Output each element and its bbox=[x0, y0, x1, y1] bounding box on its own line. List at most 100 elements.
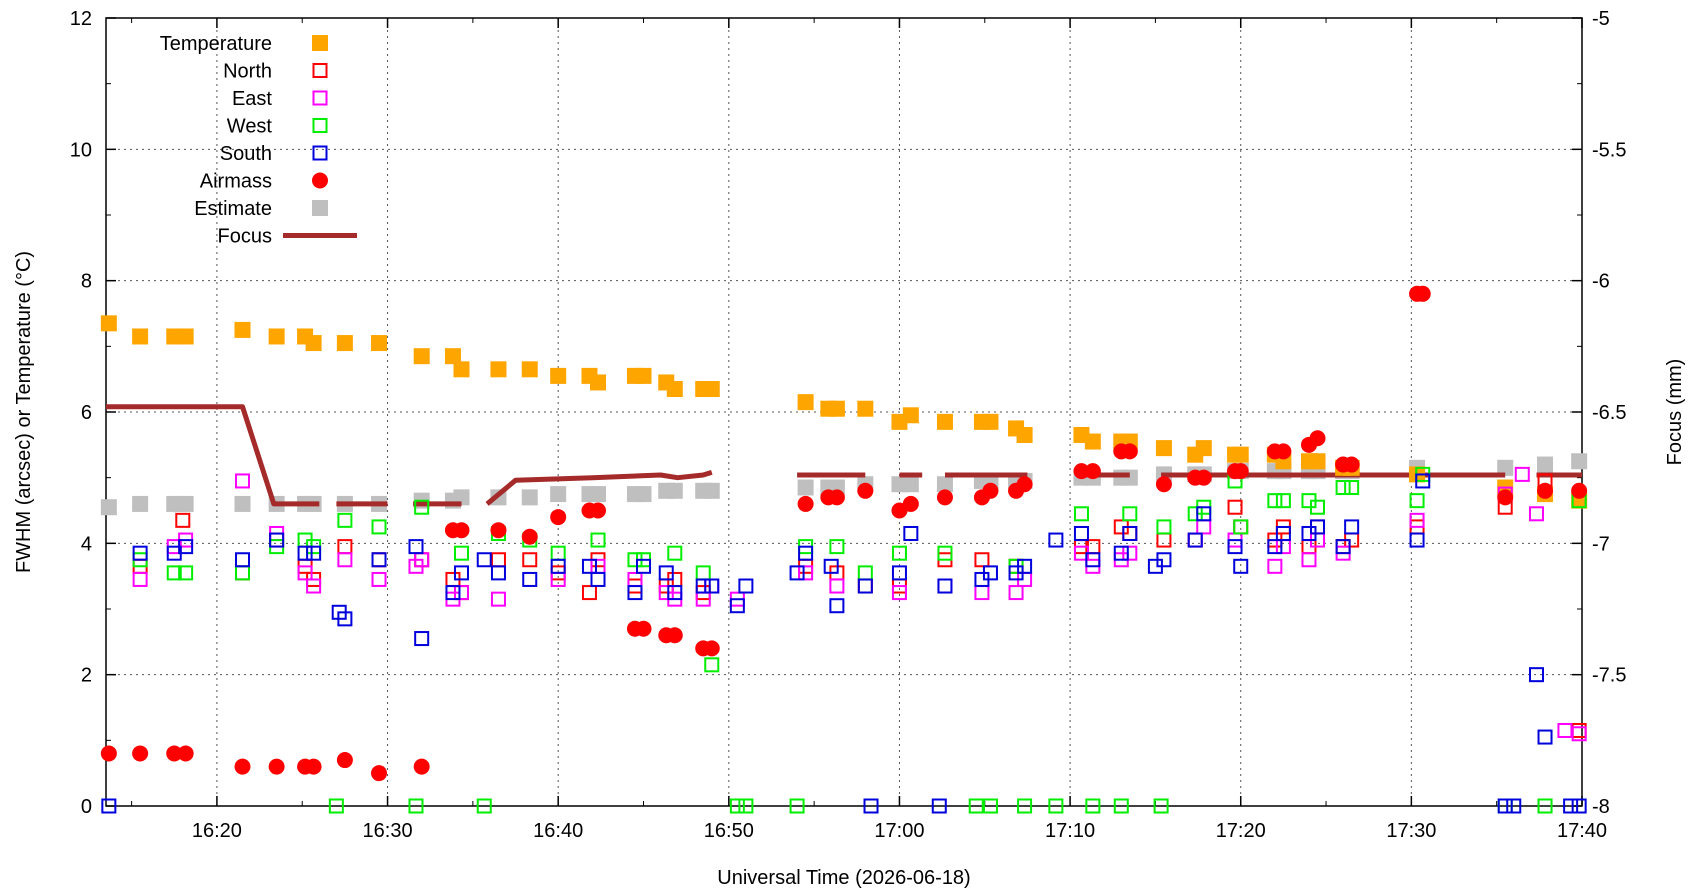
south-point bbox=[297, 545, 313, 561]
legend-swatch-south bbox=[312, 145, 328, 161]
west-point bbox=[1048, 798, 1064, 814]
estimate-point bbox=[453, 489, 470, 506]
x-tick-label: 16:30 bbox=[363, 820, 413, 842]
temperature-point bbox=[1232, 446, 1249, 463]
airmass-point bbox=[371, 765, 388, 782]
legend-label-temperature: Temperature bbox=[160, 33, 272, 55]
west-point bbox=[1073, 506, 1089, 522]
north-point bbox=[581, 585, 597, 601]
south-point bbox=[1335, 539, 1351, 555]
east-point bbox=[1267, 558, 1283, 574]
airmass-point bbox=[1571, 482, 1588, 499]
estimate-point bbox=[666, 482, 683, 499]
west-point bbox=[891, 545, 907, 561]
airmass-point bbox=[1497, 489, 1514, 506]
south-point bbox=[903, 525, 919, 541]
legend-swatch-temperature bbox=[312, 35, 328, 51]
y-tick-label: 8 bbox=[81, 271, 92, 293]
estimate-point bbox=[550, 486, 567, 503]
legend-label-north: North bbox=[223, 61, 272, 83]
east-point bbox=[798, 565, 814, 581]
airmass-point bbox=[857, 482, 874, 499]
temperature-point bbox=[857, 400, 874, 417]
south-point bbox=[857, 578, 873, 594]
temperature-point bbox=[635, 367, 652, 384]
west-point bbox=[1017, 798, 1033, 814]
west-point bbox=[789, 798, 805, 814]
south-point bbox=[1048, 532, 1064, 548]
temperature-point bbox=[336, 335, 353, 352]
x-tick-label: 17:10 bbox=[1045, 820, 1095, 842]
estimate-point bbox=[1571, 453, 1588, 470]
west-point bbox=[729, 798, 745, 814]
south-point bbox=[1233, 558, 1249, 574]
x-tick-label: 17:40 bbox=[1557, 820, 1607, 842]
temperature-point bbox=[1155, 440, 1172, 457]
north-point bbox=[1227, 499, 1243, 515]
estimate-point bbox=[703, 482, 720, 499]
airmass-point bbox=[590, 502, 606, 519]
temperature-point bbox=[371, 335, 388, 352]
east-point bbox=[1557, 722, 1573, 738]
south-point bbox=[1113, 545, 1129, 561]
y-tick-label: 6 bbox=[81, 402, 92, 424]
temperature-point bbox=[413, 348, 430, 365]
y2-tick-label: -7.5 bbox=[1592, 665, 1626, 687]
south-point bbox=[1571, 798, 1587, 814]
west-point bbox=[1335, 480, 1351, 496]
series-airmass bbox=[100, 285, 1588, 782]
y-tick-label: 12 bbox=[70, 8, 92, 30]
airmass-point bbox=[1016, 476, 1033, 493]
south-point bbox=[1563, 798, 1579, 814]
south-point bbox=[1537, 729, 1553, 745]
airmass-point bbox=[902, 495, 919, 512]
x-tick-label: 17:30 bbox=[1386, 820, 1436, 842]
south-point bbox=[667, 585, 683, 601]
y2-tick-label: -6.5 bbox=[1592, 402, 1626, 424]
temperature-point bbox=[828, 400, 845, 417]
north-point bbox=[371, 552, 387, 568]
south-point bbox=[414, 631, 430, 647]
legend-swatch-west bbox=[312, 118, 328, 133]
west-point bbox=[1344, 480, 1360, 496]
estimate-point bbox=[1497, 459, 1514, 476]
temperature-point bbox=[1195, 440, 1212, 457]
temperature-point bbox=[177, 328, 194, 345]
airmass-point bbox=[1084, 463, 1101, 480]
y2-tick-label: -5.5 bbox=[1592, 139, 1626, 161]
focus-line-segment bbox=[485, 470, 713, 506]
east-point bbox=[453, 585, 469, 601]
x-tick-label: 17:20 bbox=[1216, 820, 1266, 842]
airmass-point bbox=[1343, 456, 1360, 473]
y2-tick-label: -6 bbox=[1592, 271, 1610, 293]
temperature-point bbox=[902, 407, 919, 424]
airmass-point bbox=[1121, 443, 1138, 460]
west-point bbox=[166, 565, 182, 581]
x-tick-label: 16:40 bbox=[533, 820, 583, 842]
series-estimate bbox=[100, 453, 1588, 516]
west-point bbox=[453, 545, 469, 561]
west-point bbox=[1409, 493, 1425, 509]
airmass-point bbox=[666, 627, 683, 644]
north-point bbox=[857, 578, 873, 594]
temperature-point bbox=[550, 367, 567, 384]
north-point bbox=[974, 552, 990, 568]
series-layer bbox=[100, 285, 1588, 814]
temperature-point bbox=[234, 321, 251, 338]
south-point bbox=[590, 571, 606, 587]
west-point bbox=[937, 545, 953, 561]
south-point bbox=[829, 598, 845, 614]
west-point bbox=[328, 798, 344, 814]
estimate-point bbox=[1537, 456, 1554, 473]
south-point bbox=[235, 552, 251, 568]
south-point bbox=[729, 598, 745, 614]
west-point bbox=[1156, 519, 1172, 535]
temperature-point bbox=[797, 394, 814, 411]
south-point bbox=[937, 578, 953, 594]
west-point bbox=[590, 532, 606, 548]
south-point bbox=[695, 578, 711, 594]
south-point bbox=[1344, 519, 1360, 535]
x-tick-label: 16:20 bbox=[192, 820, 242, 842]
east-point bbox=[1008, 585, 1024, 601]
estimate-point bbox=[177, 495, 194, 512]
